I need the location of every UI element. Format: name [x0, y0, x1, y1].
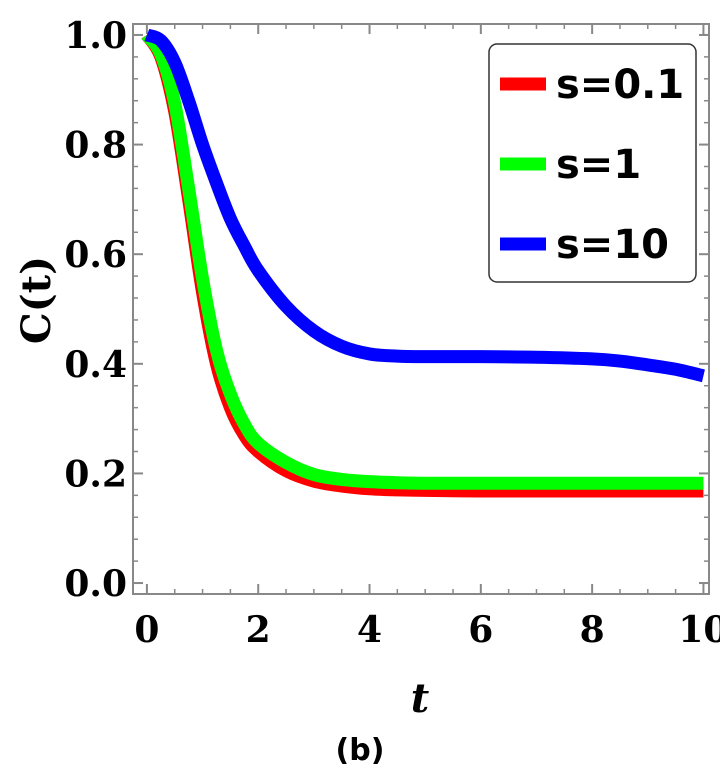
- ticks: [133, 24, 709, 594]
- series-lines: [141, 28, 705, 498]
- y-axis-title: C(t): [13, 256, 60, 344]
- figure-caption: (b): [336, 733, 385, 768]
- x-tick-label: 8: [580, 609, 605, 651]
- x-tick-label: 10: [678, 609, 720, 651]
- y-tick-label: 0.0: [64, 563, 127, 605]
- y-tick-label: 0.4: [64, 344, 127, 386]
- x-tick-label: 6: [468, 609, 493, 651]
- legend: s=0.1 s=1 s=10: [488, 43, 697, 283]
- y-tick-label: 0.6: [64, 234, 127, 276]
- y-tick-label: 0.8: [64, 125, 127, 167]
- x-axis-title: t: [411, 675, 430, 722]
- series-line-1: [141, 30, 704, 490]
- x-tick-label: 2: [246, 609, 271, 651]
- legend-box: [488, 43, 697, 283]
- x-tick-label: 0: [134, 609, 159, 651]
- legend-label-s01: s=0.1: [556, 62, 684, 108]
- y-tick-label: 0.2: [64, 453, 127, 495]
- tick-labels: 0 2 4 6 8 10 0.0 0.2 0.4 0.6 0.8 1.0: [64, 15, 720, 651]
- series-line-2: [144, 28, 705, 383]
- legend-label-s1: s=1: [556, 142, 641, 188]
- y-tick-label: 1.0: [64, 15, 127, 57]
- x-tick-label: 4: [357, 609, 382, 651]
- legend-label-s10: s=10: [556, 222, 669, 268]
- plot-frame: [132, 23, 710, 595]
